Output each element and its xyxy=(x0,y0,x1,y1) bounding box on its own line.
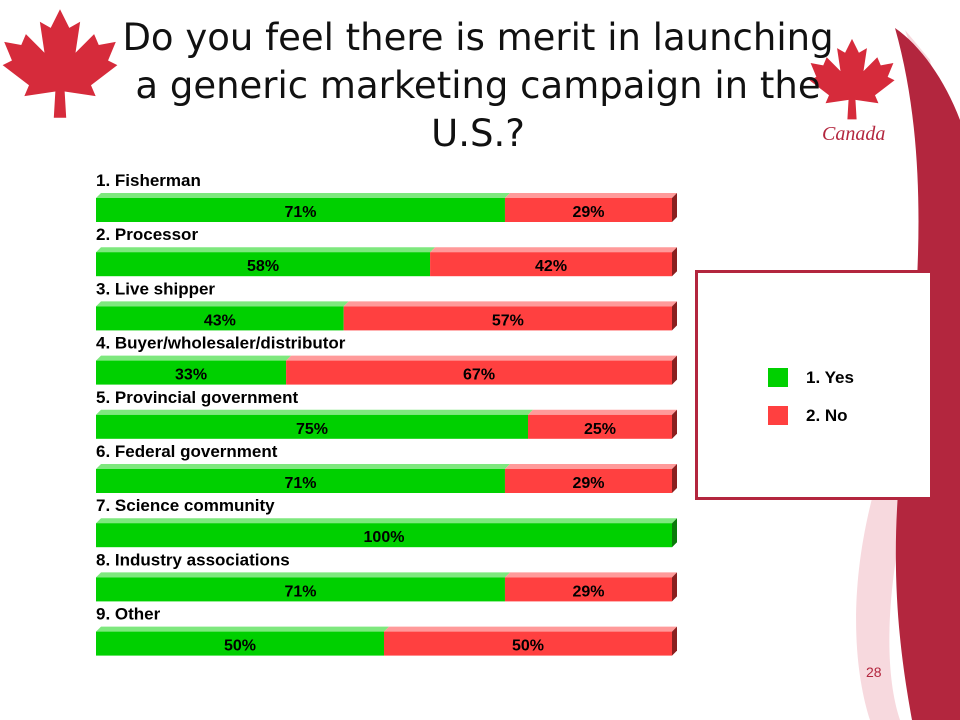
value-label-yes: 100% xyxy=(364,529,405,546)
bar-top-yes xyxy=(96,355,292,361)
bar-side xyxy=(672,626,677,656)
bar-top-no xyxy=(384,626,677,632)
bar-side xyxy=(672,572,677,602)
value-label-no: 50% xyxy=(512,638,544,655)
category-label: 4. Buyer/wholesaler/distributor xyxy=(96,334,346,353)
bar-side xyxy=(672,355,677,385)
bar-no xyxy=(384,631,672,656)
bar-side xyxy=(672,464,677,493)
legend-label-no: 2. No xyxy=(806,406,848,425)
bar-side xyxy=(672,301,677,331)
bar-top-yes xyxy=(96,301,349,307)
legend-label-yes: 1. Yes xyxy=(806,368,854,387)
bar-yes xyxy=(96,306,344,331)
bar-yes xyxy=(96,360,287,385)
category-label: 3. Live shipper xyxy=(96,279,215,298)
bar-no xyxy=(286,360,672,385)
bar-yes xyxy=(96,523,672,548)
value-label-no: 29% xyxy=(572,583,604,600)
legend-swatch-yes xyxy=(768,368,788,387)
category-label: 7. Science community xyxy=(96,496,275,515)
value-label-no: 29% xyxy=(572,204,604,221)
bar-no xyxy=(343,306,672,331)
value-label-no: 25% xyxy=(584,421,616,438)
value-label-yes: 71% xyxy=(284,475,316,492)
bar-top-yes xyxy=(96,518,677,524)
category-label: 5. Provincial government xyxy=(96,388,299,407)
bar-top-no xyxy=(286,355,677,361)
bar-top-no xyxy=(528,409,677,415)
bar-yes xyxy=(96,577,505,602)
slide-title: Do you feel there is merit in launching … xyxy=(122,16,834,155)
page-number: 28 xyxy=(866,664,882,680)
category-label: 6. Federal government xyxy=(96,442,278,461)
bar-yes xyxy=(96,198,505,222)
value-label-no: 29% xyxy=(572,475,604,492)
value-label-yes: 71% xyxy=(284,204,316,221)
canada-wordmark: Canada xyxy=(822,123,885,145)
bar-side xyxy=(672,247,677,277)
value-label-no: 67% xyxy=(463,367,495,384)
bar-no xyxy=(430,252,672,277)
category-label: 9. Other xyxy=(96,605,161,624)
bar-top-yes xyxy=(96,572,510,578)
bar-side xyxy=(672,518,677,548)
bar-top-no xyxy=(504,193,677,198)
category-label: 2. Processor xyxy=(96,225,198,244)
bar-no xyxy=(528,414,672,439)
value-label-no: 42% xyxy=(535,258,567,275)
bar-yes xyxy=(96,414,528,439)
bar-top-no xyxy=(343,301,677,307)
maple-leaf-icon xyxy=(2,9,118,118)
maple-leaf-logo-icon xyxy=(809,38,895,120)
bar-top-yes xyxy=(96,193,510,198)
value-label-yes: 43% xyxy=(204,312,236,329)
bar-top-yes xyxy=(96,247,436,253)
ribbon-swoosh-light xyxy=(856,30,947,720)
bar-yes xyxy=(96,252,431,277)
bar-side xyxy=(672,409,677,439)
value-label-yes: 58% xyxy=(247,258,279,275)
chart-legend: 1. Yes 2. No xyxy=(695,270,933,500)
bar-no xyxy=(504,469,672,493)
bar-top-yes xyxy=(96,464,510,469)
category-label: 1. Fisherman xyxy=(96,171,201,190)
value-label-yes: 75% xyxy=(296,421,328,438)
bar-yes xyxy=(96,469,505,493)
bar-side xyxy=(672,193,677,222)
bar-top-no xyxy=(504,464,677,469)
bar-top-yes xyxy=(96,626,389,632)
legend-swatch-no xyxy=(768,406,788,425)
value-label-yes: 50% xyxy=(224,638,256,655)
category-label: 8. Industry associations xyxy=(96,550,290,569)
bar-top-yes xyxy=(96,409,533,415)
bar-top-no xyxy=(430,247,677,253)
value-label-no: 57% xyxy=(492,312,524,329)
bar-yes xyxy=(96,631,384,656)
bar-no xyxy=(504,198,672,222)
value-label-yes: 33% xyxy=(175,367,207,384)
value-label-yes: 71% xyxy=(284,583,316,600)
bar-top-no xyxy=(504,572,677,578)
bar-no xyxy=(504,577,672,602)
